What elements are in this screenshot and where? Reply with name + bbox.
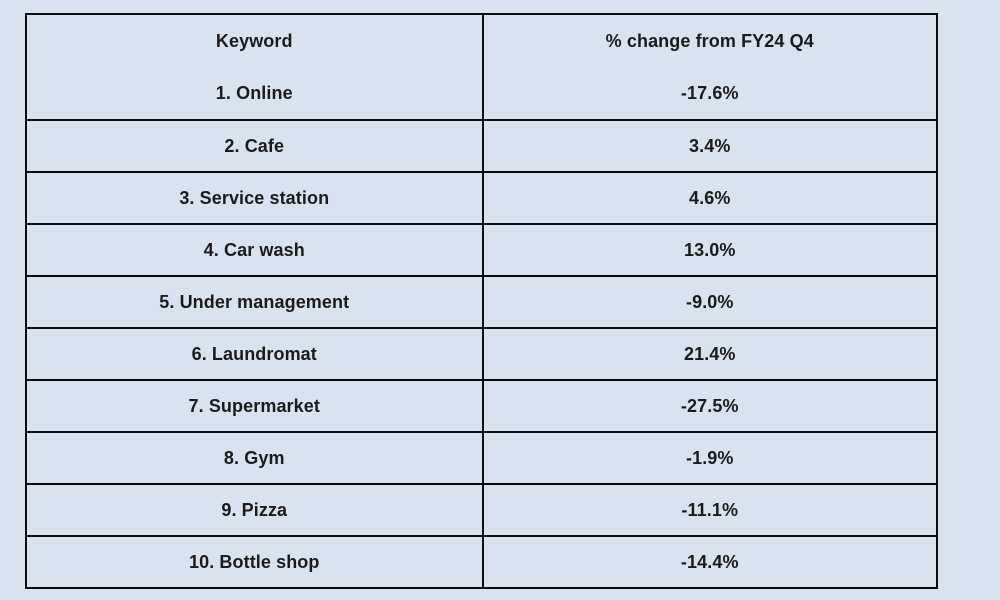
change-cell: -9.0% bbox=[481, 277, 937, 327]
change-cell: -17.6% bbox=[481, 67, 937, 119]
table-row: 4. Car wash 13.0% bbox=[27, 223, 936, 275]
change-cell: -27.5% bbox=[481, 381, 937, 431]
change-cell: 4.6% bbox=[481, 173, 937, 223]
keyword-cell: 5. Under management bbox=[159, 291, 350, 312]
header-cell-keyword: Keyword bbox=[215, 30, 293, 51]
table-header-row: Keyword % change from FY24 Q4 bbox=[27, 15, 936, 67]
change-cell: -14.4% bbox=[481, 537, 937, 587]
change-cell: 3.4% bbox=[481, 121, 937, 171]
change-cell: 13.0% bbox=[481, 225, 937, 275]
table-row: 5. Under management -9.0% bbox=[27, 275, 936, 327]
keyword-cell: 1. Online bbox=[215, 82, 293, 103]
change-cell: -1.9% bbox=[481, 433, 937, 483]
table-body: 1. Online -17.6% 2. Cafe 3.4% 3. Service sta… bbox=[27, 67, 936, 587]
table-row: 7. Supermarket -27.5% bbox=[27, 379, 936, 431]
keyword-cell: 10. Bottle shop bbox=[188, 551, 320, 572]
keyword-cell: 7. Supermarket bbox=[188, 395, 320, 416]
table-row: 3. Service station 4.6% bbox=[27, 171, 936, 223]
table-row: 6. Laundromat 21.4% bbox=[27, 327, 936, 379]
keyword-change-table: Keyword % change from FY24 Q4 1. Online -… bbox=[25, 13, 938, 589]
table-row: 8. Gym -1.9% bbox=[27, 431, 936, 483]
change-cell: -11.1% bbox=[481, 485, 937, 535]
keyword-cell: 6. Laundromat bbox=[191, 343, 317, 364]
table-row: 10. Bottle shop -14.4% bbox=[27, 535, 936, 587]
table-row: 2. Cafe 3.4% bbox=[27, 119, 936, 171]
keyword-cell: 4. Car wash bbox=[203, 239, 305, 260]
keyword-cell: 2. Cafe bbox=[224, 135, 285, 156]
table-row: 9. Pizza -11.1% bbox=[27, 483, 936, 535]
keyword-cell: 3. Service station bbox=[179, 187, 330, 208]
keyword-cell: 9. Pizza bbox=[221, 499, 288, 520]
table-row: 1. Online -17.6% bbox=[27, 67, 936, 119]
header-cell-change: % change from FY24 Q4 bbox=[481, 15, 937, 67]
keyword-cell: 8. Gym bbox=[223, 447, 285, 468]
change-cell: 21.4% bbox=[481, 329, 937, 379]
